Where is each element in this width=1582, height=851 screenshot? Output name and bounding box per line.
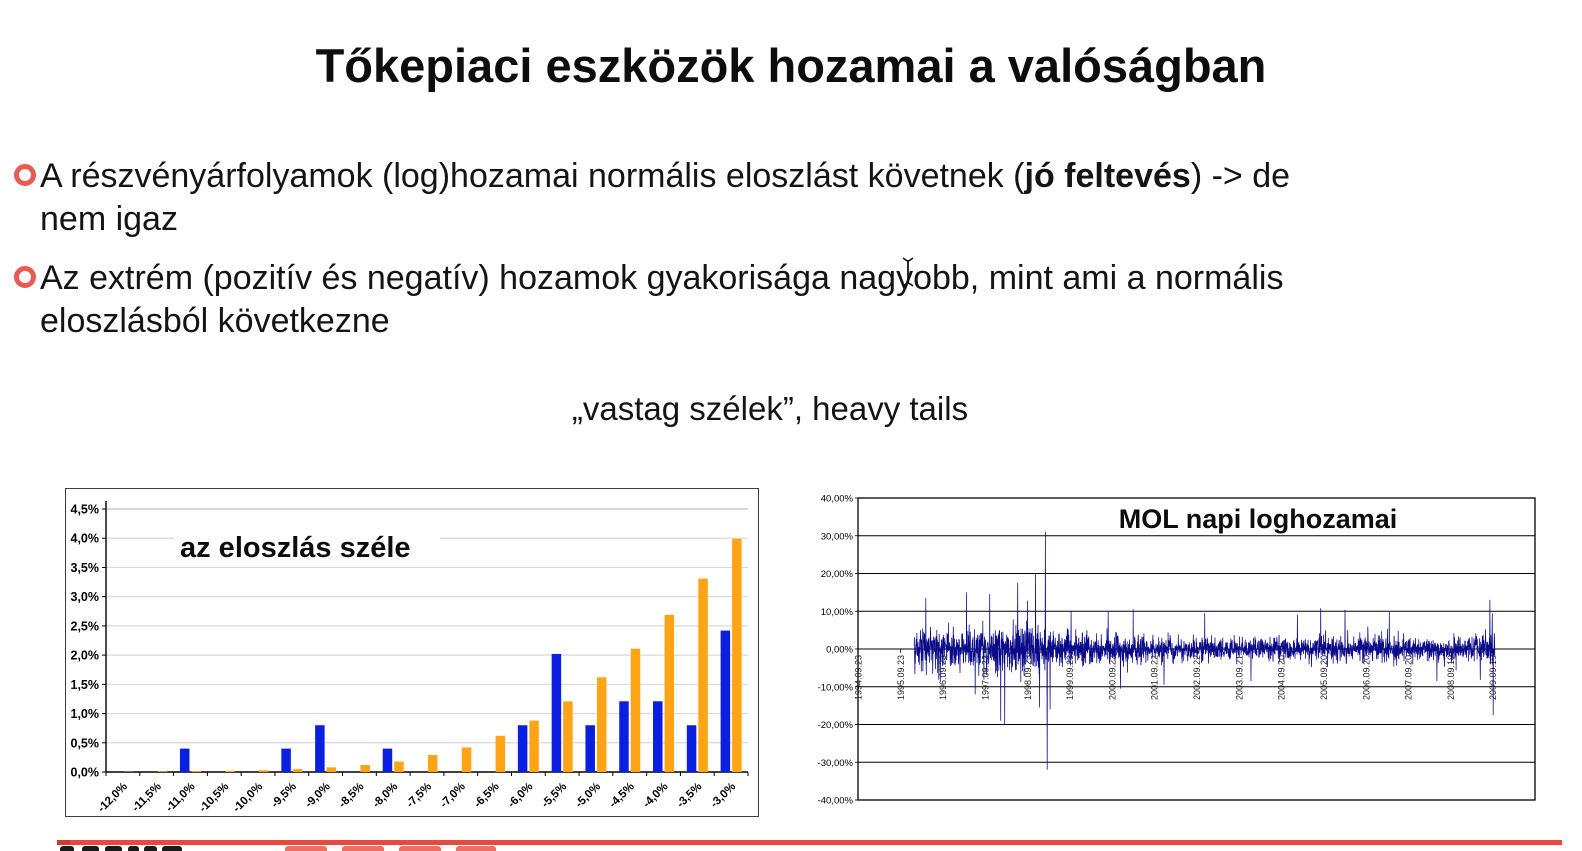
svg-text:-10,00%: -10,00%	[818, 682, 854, 693]
footer-glyph	[128, 846, 139, 851]
svg-text:2002.09.22: 2002.09.22	[1192, 655, 1202, 700]
svg-text:2003.09.21: 2003.09.21	[1234, 655, 1244, 700]
svg-text:20,00%: 20,00%	[821, 569, 854, 580]
svg-text:2,0%: 2,0%	[71, 649, 100, 663]
footer-glyph	[105, 846, 122, 851]
svg-text:1,5%: 1,5%	[71, 678, 100, 692]
svg-text:MOL napi loghozamai: MOL napi loghozamai	[1119, 504, 1398, 534]
svg-text:-30,00%: -30,00%	[818, 758, 854, 769]
svg-text:3,0%: 3,0%	[71, 590, 100, 604]
text-ibeam-cursor-icon	[902, 257, 914, 287]
footer-glyph-red	[456, 846, 496, 851]
bullet-circle-icon	[14, 164, 36, 186]
bar-chart-svg: 0,0% 0,5% 1,0% 1,5% 2,0% 2,5% 3,0% 3,5% 4,0% 4,5%…	[66, 489, 756, 814]
svg-text:1994.09.23: 1994.09.23	[854, 655, 864, 700]
svg-text:-40,00%: -40,00%	[818, 796, 854, 807]
svg-text:2,5%: 2,5%	[71, 619, 100, 633]
svg-text:0,0%: 0,0%	[71, 766, 100, 780]
svg-text:2005.09.20: 2005.09.20	[1319, 655, 1329, 700]
svg-text:2001.09.22: 2001.09.22	[1150, 655, 1160, 700]
svg-text:-20,00%: -20,00%	[818, 720, 854, 731]
svg-text:0,00%: 0,00%	[826, 645, 853, 656]
svg-text:1995.09.23: 1995.09.23	[896, 655, 906, 700]
mol-log-returns-chart: 40,00% 30,00% 20,00% 10,00% 0,00% -10,00% -20,…	[813, 486, 1540, 816]
distribution-tail-bar-chart: 0,0% 0,5% 1,0% 1,5% 2,0% 2,5% 3,0% 3,5% 4,0% 4,5%…	[65, 488, 759, 817]
footer-glyph-red	[285, 846, 327, 851]
svg-text:1997.09.23: 1997.09.23	[980, 655, 990, 700]
bullet-2-text: Az extrém (pozitív és negatív) hozamok g…	[40, 259, 1284, 340]
footer-glyph	[82, 846, 99, 851]
bullet-circle-icon	[14, 266, 36, 288]
line-chart-svg: 40,00% 30,00% 20,00% 10,00% 0,00% -10,00% -20,…	[813, 486, 1540, 816]
svg-text:30,00%: 30,00%	[821, 531, 854, 542]
svg-text:1998.09.23: 1998.09.23	[1023, 655, 1033, 700]
svg-text:2004.09.20: 2004.09.20	[1277, 655, 1287, 700]
svg-text:4,5%: 4,5%	[71, 503, 100, 517]
svg-text:az eloszlás széle: az eloszlás széle	[180, 532, 411, 564]
bullet-text-1: A részvényárfolyamok (log)hozamai normál…	[40, 155, 1559, 241]
bullet-list: A részvényárfolyamok (log)hozamai normál…	[14, 155, 1559, 359]
footer-glyph	[60, 846, 74, 851]
footer-glyph	[162, 846, 182, 851]
footer-cutoff-text	[58, 846, 558, 851]
svg-text:0,5%: 0,5%	[71, 736, 100, 750]
footer-divider-cap	[57, 840, 70, 845]
slide-title: Tőkepiaci eszközök hozamai a valóságban	[315, 39, 1267, 92]
svg-text:2000.09.22: 2000.09.22	[1107, 655, 1117, 700]
svg-text:2006.09.20: 2006.09.20	[1361, 655, 1371, 700]
heavy-tails-note: „vastag szélek”, heavy tails	[571, 390, 969, 427]
svg-text:10,00%: 10,00%	[821, 607, 854, 618]
svg-text:1999.09.23: 1999.09.23	[1065, 655, 1075, 700]
bullet-1-bold: jó feltevés	[1024, 157, 1191, 195]
svg-text:4,0%: 4,0%	[71, 532, 100, 546]
footer-glyph	[144, 846, 157, 851]
svg-text:40,00%: 40,00%	[821, 494, 854, 505]
svg-text:1,0%: 1,0%	[71, 707, 100, 721]
svg-text:2008.09.19: 2008.09.19	[1446, 655, 1456, 700]
footer-glyph-red	[342, 846, 384, 851]
svg-text:3,5%: 3,5%	[71, 561, 100, 575]
bullet-1-pre: A részvényárfolyamok (log)hozamai normál…	[40, 157, 1025, 195]
svg-text:2007.09.20: 2007.09.20	[1404, 655, 1414, 700]
footer-glyph-red	[399, 846, 441, 851]
bullet-text-2: Az extrém (pozitív és negatív) hozamok g…	[40, 257, 1559, 343]
bullet-1-post: ) -> de nem igaz	[40, 157, 1291, 238]
bullet-item-2: Az extrém (pozitív és negatív) hozamok g…	[14, 257, 1559, 343]
svg-text:1996.09.23: 1996.09.23	[938, 655, 948, 700]
footer-divider-line	[57, 840, 1562, 845]
bullet-item-1: A részvényárfolyamok (log)hozamai normál…	[14, 155, 1559, 241]
